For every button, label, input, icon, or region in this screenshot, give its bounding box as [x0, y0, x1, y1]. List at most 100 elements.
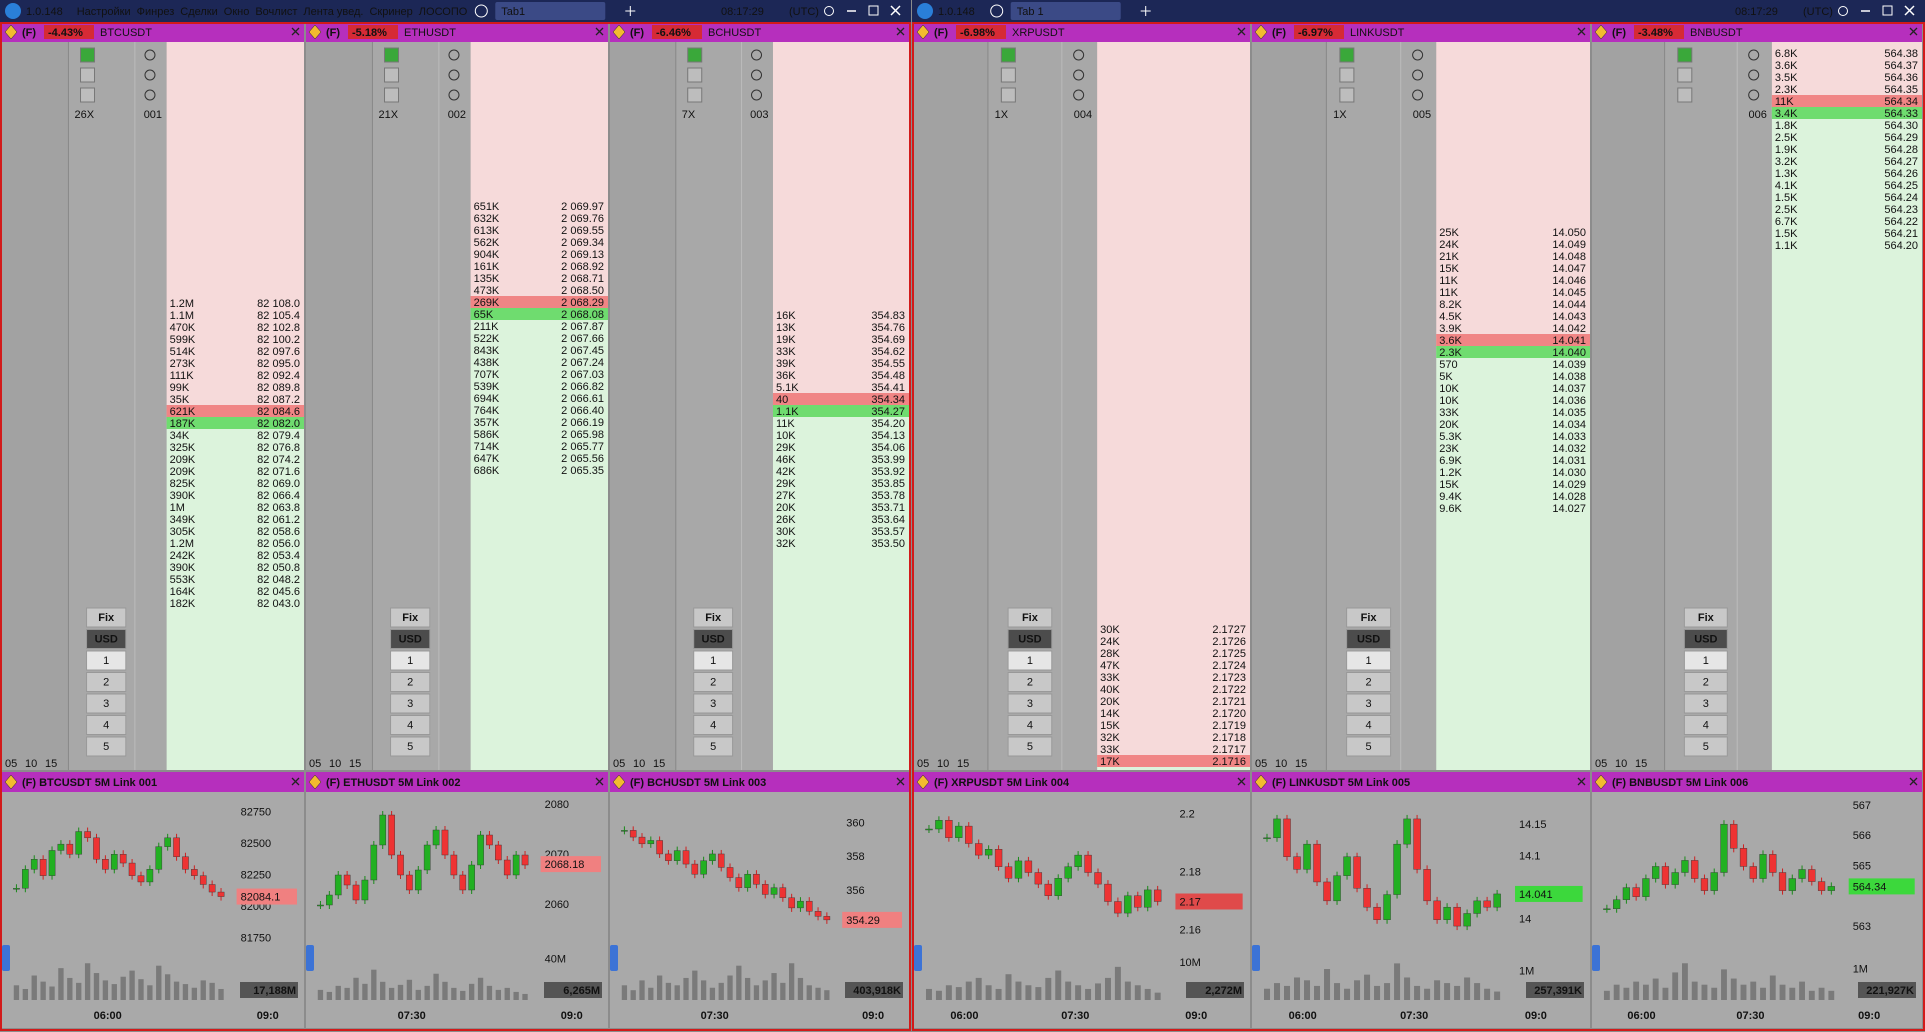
tool-button[interactable]	[687, 47, 703, 63]
scale-label[interactable]: 3	[1703, 698, 1709, 710]
scale-button[interactable]	[390, 693, 431, 714]
tool-icon[interactable]	[1412, 49, 1424, 61]
scale-label[interactable]: Fix	[98, 612, 115, 624]
scale-button[interactable]	[86, 672, 127, 692]
chart-side-tab[interactable]	[1252, 945, 1260, 971]
scale-button[interactable]	[1683, 693, 1728, 714]
tool-button[interactable]	[384, 87, 400, 103]
scale-label[interactable]: 5	[1366, 741, 1372, 753]
scale-button[interactable]	[86, 693, 127, 714]
scale-label[interactable]: 4	[710, 719, 716, 731]
scale-button[interactable]	[1683, 629, 1728, 649]
tool-icon[interactable]	[1412, 89, 1424, 101]
scale-label[interactable]: 1	[103, 655, 109, 667]
menu-item[interactable]: Настройки	[77, 6, 131, 18]
tool-icon[interactable]	[448, 69, 460, 81]
tool-icon[interactable]	[448, 89, 460, 101]
scale-label[interactable]: 3	[1027, 698, 1033, 710]
panel-close[interactable]	[1577, 27, 1586, 36]
scale-button[interactable]	[86, 715, 127, 735]
scale-label[interactable]: Fix	[1361, 612, 1378, 624]
tool-icon[interactable]	[751, 49, 763, 61]
scale-label[interactable]: Fix	[705, 612, 722, 624]
scale-label[interactable]: USD	[95, 633, 118, 645]
scale-button[interactable]	[693, 672, 734, 692]
scale-label[interactable]: USD	[1694, 633, 1717, 645]
menu-item[interactable]: ЛОСОПО	[419, 6, 468, 18]
tab[interactable]	[1010, 2, 1121, 20]
scale-button[interactable]	[1683, 715, 1728, 735]
menu-item[interactable]: Скринер	[369, 6, 412, 18]
tool-button[interactable]	[1677, 87, 1693, 103]
scale-button[interactable]	[86, 650, 127, 671]
scale-button[interactable]	[1346, 672, 1392, 692]
scale-button[interactable]	[1007, 736, 1053, 757]
scale-button[interactable]	[1346, 650, 1392, 671]
scale-label[interactable]: 5	[1027, 741, 1033, 753]
window-maximize[interactable]	[1882, 5, 1893, 16]
scale-label[interactable]: 3	[710, 698, 716, 710]
tool-icon[interactable]	[1073, 89, 1085, 101]
window-refresh[interactable]	[824, 6, 834, 16]
scale-button[interactable]	[390, 607, 431, 628]
chart-side-tab[interactable]	[610, 945, 618, 971]
tool-button[interactable]	[1677, 47, 1693, 63]
scale-label[interactable]: Fix	[1022, 612, 1039, 624]
scale-label[interactable]: 4	[1703, 719, 1709, 731]
scale-button[interactable]	[390, 629, 431, 649]
scale-label[interactable]: 2	[1703, 676, 1709, 688]
scale-button[interactable]	[1683, 736, 1728, 757]
menu-item[interactable]: Окно	[224, 6, 250, 18]
tool-icon[interactable]	[448, 49, 460, 61]
scale-label[interactable]: 1	[407, 655, 413, 667]
tab-plus[interactable]	[625, 6, 636, 16]
scale-button[interactable]	[1007, 629, 1053, 649]
panel-close[interactable]	[1577, 777, 1586, 786]
scale-label[interactable]: 1	[1703, 655, 1709, 667]
scale-button[interactable]	[693, 693, 734, 714]
panel-close[interactable]	[1237, 777, 1246, 786]
scale-label[interactable]: 2	[103, 676, 109, 688]
scale-label[interactable]: 1	[1366, 655, 1372, 667]
tool-button[interactable]	[687, 87, 703, 103]
help-icon[interactable]	[990, 4, 1004, 18]
window-close[interactable]	[1904, 5, 1915, 16]
scale-label[interactable]: 5	[1703, 741, 1709, 753]
panel-close[interactable]	[291, 777, 300, 786]
scale-button[interactable]	[390, 736, 431, 757]
scale-button[interactable]	[86, 629, 127, 649]
scale-label[interactable]: 5	[407, 741, 413, 753]
scale-button[interactable]	[693, 736, 734, 757]
chart-side-tab[interactable]	[914, 945, 922, 971]
tool-button[interactable]	[1339, 67, 1355, 83]
scale-button[interactable]	[1683, 672, 1728, 692]
scale-button[interactable]	[1346, 607, 1392, 628]
tool-button[interactable]	[687, 67, 703, 83]
scale-button[interactable]	[693, 715, 734, 735]
scale-label[interactable]: 4	[1366, 719, 1372, 731]
panel-close[interactable]	[595, 777, 604, 786]
chart-side-tab[interactable]	[306, 945, 314, 971]
tab[interactable]	[495, 2, 606, 20]
tool-button[interactable]	[80, 87, 96, 103]
scale-label[interactable]: 2	[407, 676, 413, 688]
scale-button[interactable]	[86, 736, 127, 757]
tool-icon[interactable]	[144, 89, 156, 101]
panel-close[interactable]	[896, 777, 905, 786]
scale-button[interactable]	[1346, 736, 1392, 757]
scale-button[interactable]	[1683, 650, 1728, 671]
scale-label[interactable]: Fix	[402, 612, 419, 624]
scale-button[interactable]	[1346, 693, 1392, 714]
tool-button[interactable]	[1000, 47, 1016, 63]
scale-label[interactable]: 2	[1366, 676, 1372, 688]
scale-label[interactable]: 5	[710, 741, 716, 753]
chart-side-tab[interactable]	[2, 945, 10, 971]
tool-icon[interactable]	[1748, 89, 1760, 101]
tool-icon[interactable]	[1412, 69, 1424, 81]
scale-button[interactable]	[1007, 693, 1053, 714]
tool-icon[interactable]	[144, 69, 156, 81]
scale-button[interactable]	[390, 650, 431, 671]
scale-label[interactable]: USD	[399, 633, 422, 645]
panel-close[interactable]	[291, 27, 300, 36]
scale-button[interactable]	[693, 650, 734, 671]
